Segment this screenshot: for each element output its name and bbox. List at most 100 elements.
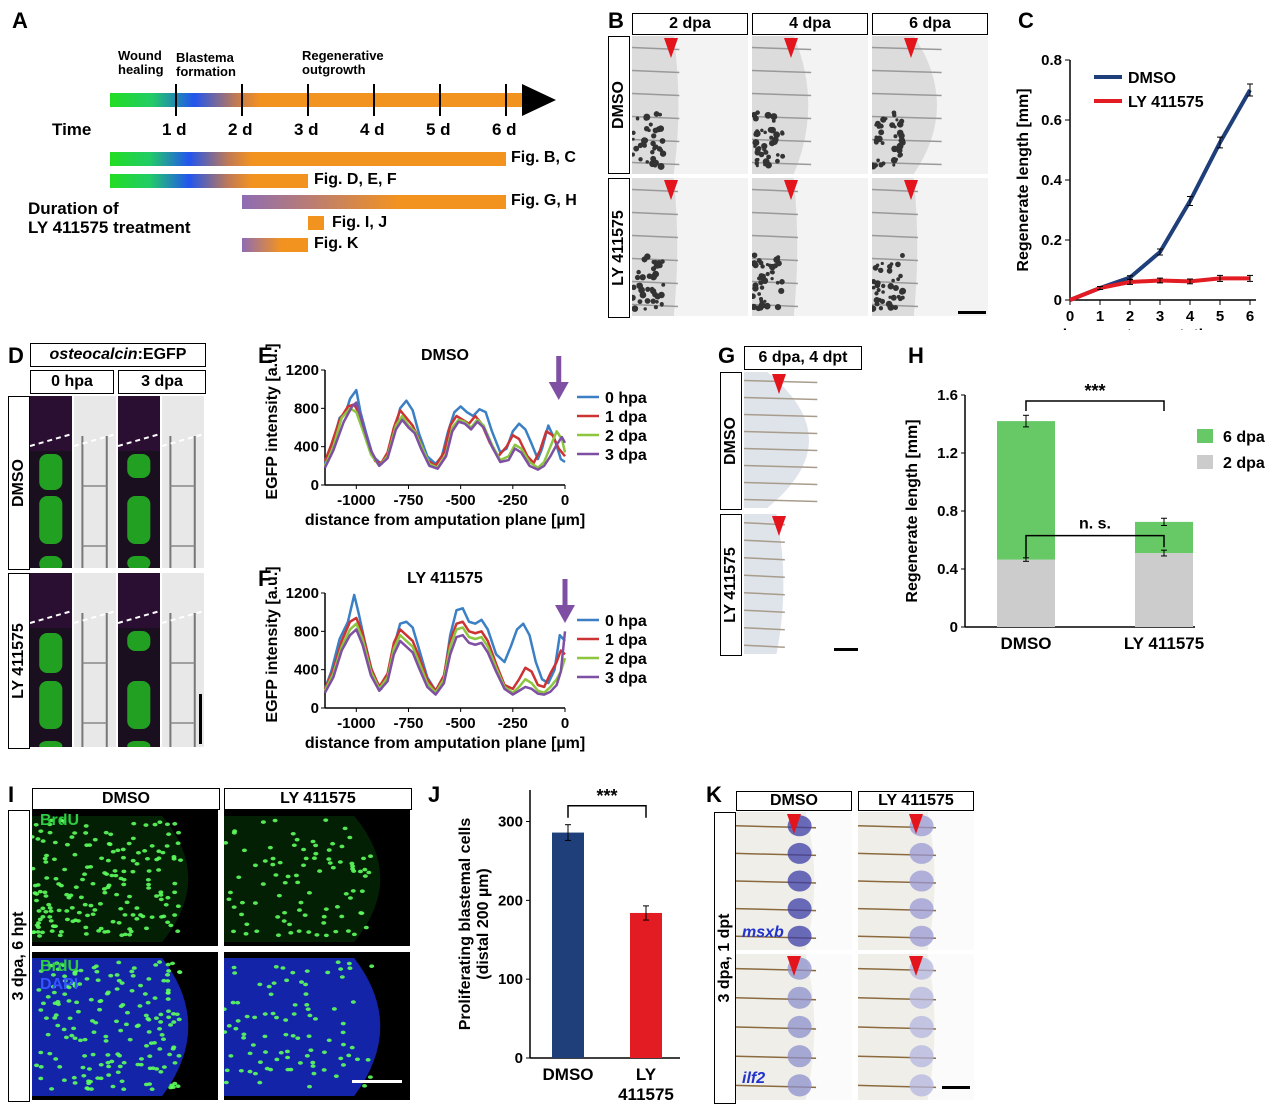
time-label: Time [52, 120, 91, 140]
arrow-head [549, 382, 569, 400]
y-tick-label: 400 [294, 439, 319, 456]
fin-image-b [752, 36, 868, 174]
panel-letter-i: I [8, 782, 14, 808]
y-axis-label: Regenerate length [mm] [1015, 88, 1032, 271]
scale-bar-i [352, 1080, 402, 1083]
fin-image-b [632, 178, 748, 316]
x-tick-label: 0 [561, 715, 569, 732]
legend-label: 3 dpa [605, 670, 647, 687]
panel-j-bar-chart: 0 100 200 300 Proliferating blastemal cells(… [440, 780, 700, 1105]
day-tick-3: 3 d [294, 120, 319, 140]
legend-label: 2 dpa [605, 651, 647, 668]
fin-image-k-ly-msxb [858, 812, 974, 950]
y-tick-label: 0.8 [1041, 52, 1062, 69]
chart-title: LY 411575 [407, 570, 483, 587]
x-category-label: DMSO [1001, 634, 1052, 653]
panel-d-col-3dpa: 3 dpa [118, 370, 206, 394]
y-tick-label: 800 [294, 623, 319, 640]
y-axis-label: Regenerate length [mm] [904, 419, 921, 602]
timeline-bar [110, 93, 530, 107]
amputation-plane-arrowhead [772, 516, 786, 536]
label-brdu-top: BrdU [40, 812, 79, 830]
scale-bar-k [942, 1086, 970, 1089]
treatment-bar-i-j [308, 216, 324, 230]
panel-d-row-ly: LY 411575 [8, 573, 30, 749]
y-axis-label-2: (distal 200 µm) [475, 868, 492, 979]
treatment-label-d-e-f: Fig. D, E, F [314, 171, 397, 189]
treatment-bar-k [242, 238, 308, 252]
brightfield-image-d-dmso-0hpa [74, 396, 116, 568]
scale-bar-b [958, 311, 986, 314]
x-tick-label: 2 [1126, 308, 1134, 325]
panel-c-line-chart: 0 0.2 0.4 0.6 0.8 0 1 2 3 4 5 6 days post amputation… [1000, 30, 1280, 330]
fin-image-b [872, 36, 988, 174]
amputation-plane-arrowhead [787, 814, 801, 834]
y-tick-label: 100 [498, 971, 523, 988]
panel-i-row: 3 dpa, 6 hpt [8, 810, 30, 1102]
panel-letter-b: B [608, 8, 624, 34]
y-tick-label: 0.6 [1041, 112, 1062, 129]
scale-bar-d [199, 694, 202, 744]
legend-swatch [1197, 455, 1213, 469]
label-brdu-bottom: BrdU [40, 958, 79, 976]
y-tick-label: 300 [498, 814, 523, 831]
x-axis-label: distance from amputation plane [µm] [305, 735, 585, 752]
x-category-label: DMSO [543, 1065, 594, 1084]
arrow-head [555, 605, 575, 623]
panel-h-stacked-bar-chart: 00.40.81.21.6Regenerate length [mm]DMSO L… [895, 355, 1280, 665]
panel-b-row-dmso: DMSO [608, 36, 630, 174]
day-tick-6: 6 d [492, 120, 517, 140]
stage-regenerative-outgrowth: Regenerative outgrowth [302, 49, 384, 77]
panel-letter-j: J [428, 782, 440, 808]
fin-image-g-dmso [744, 372, 860, 508]
panel-b-col-2dpa: 2 dpa [632, 13, 748, 35]
timeline-arrow-head [522, 84, 556, 116]
legend-label: DMSO [1128, 70, 1176, 87]
label-dapi: DAPI [40, 976, 78, 994]
fluorescence-image-d-dmso-3dpa [118, 396, 160, 568]
y-tick-label: 200 [498, 892, 523, 909]
x-tick-label: 0 [1066, 308, 1074, 325]
brightfield-image-d-dmso-3dpa [162, 396, 204, 568]
y-tick-label: 0 [515, 1050, 523, 1067]
x-tick-label: 6 [1246, 308, 1254, 325]
amputation-plane-arrowhead [772, 374, 786, 394]
legend-label: 2 dpa [1223, 455, 1265, 472]
panel-g-title: 6 dpa, 4 dpt [744, 346, 862, 370]
ns-label: n. s. [1079, 516, 1111, 533]
y-tick-label: 1200 [286, 362, 319, 379]
brightfield-image-d-ly-3dpa [162, 573, 204, 747]
y-tick-label: 0.4 [1041, 172, 1063, 189]
legend-label: 0 hpa [605, 613, 647, 630]
amputation-plane-arrowhead [784, 180, 798, 200]
confocal-image-i-ly-brdu-dapi [224, 952, 410, 1100]
fin-image-g-ly [744, 514, 860, 654]
y-tick-label: 0.2 [1041, 232, 1062, 249]
y-tick-label: 1.6 [937, 387, 958, 404]
x-tick-label: -500 [446, 715, 476, 732]
panel-i-col-ly: LY 411575 [224, 788, 412, 810]
panel-g-row-dmso: DMSO [720, 372, 742, 510]
legend-label: 0 hpa [605, 390, 647, 407]
panel-e-line-chart: DMSO04008001200-1000 -750 -500 -250 0distanc… [255, 340, 675, 540]
significance-label: *** [596, 786, 617, 806]
x-tick-label: 3 [1156, 308, 1164, 325]
treatment-bar-d-e-f [110, 174, 308, 188]
x-tick-label: 0 [561, 492, 569, 509]
day-tick-5: 5 d [426, 120, 451, 140]
fluorescence-image-d-dmso-0hpa [30, 396, 72, 568]
x-tick-label: -750 [393, 492, 423, 509]
panel-f-line-chart: LY 41157504008001200-1000 -750 -500 -250 0di… [255, 563, 675, 763]
gene-label-ilf2: ilf2 [742, 1070, 765, 1088]
y-tick-label: 0 [311, 477, 319, 494]
x-tick-label: 4 [1186, 308, 1195, 325]
panel-i-col-dmso: DMSO [32, 788, 220, 810]
x-axis-label: days post amputation [1057, 327, 1222, 330]
fluorescence-image-d-ly-0hpa [30, 573, 72, 747]
legend-label: 6 dpa [1223, 429, 1265, 446]
amputation-plane-arrowhead [664, 180, 678, 200]
y-tick-label: 0.4 [937, 561, 959, 578]
treatment-label-g-h: Fig. G, H [511, 192, 577, 210]
bar [630, 913, 662, 1058]
amputation-plane-arrowhead [904, 38, 918, 58]
